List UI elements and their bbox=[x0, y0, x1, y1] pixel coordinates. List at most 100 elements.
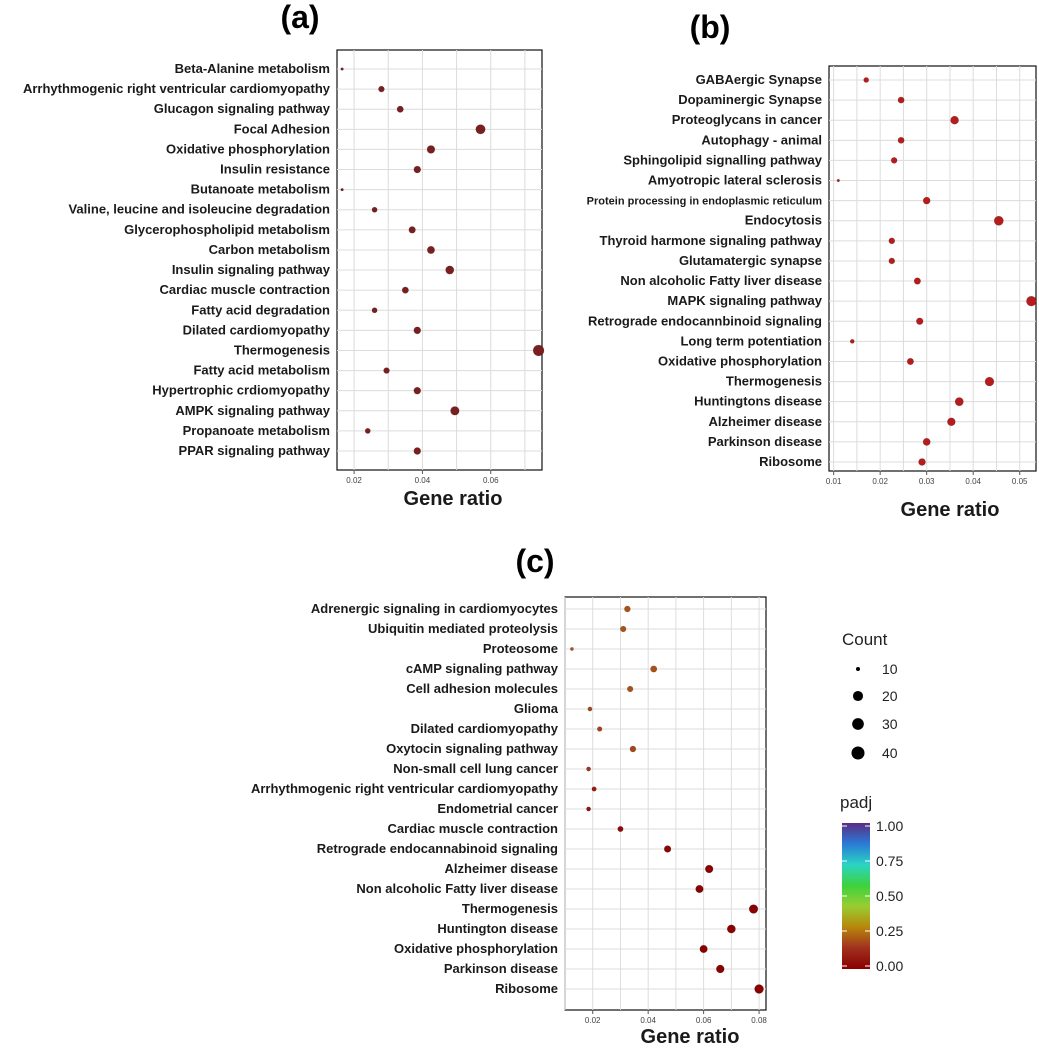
b-category-label: Non alcoholic Fatty liver disease bbox=[620, 273, 822, 288]
c-data-point bbox=[586, 766, 591, 772]
padj-tick-label: 0.75 bbox=[876, 853, 903, 869]
panel-b-gridlines bbox=[829, 66, 1036, 471]
b-data-point bbox=[916, 317, 924, 325]
a-category-label: Hypertrophic crdiomyopathy bbox=[152, 383, 330, 398]
c-x-tick-label: 0.02 bbox=[585, 1016, 601, 1025]
c-data-point bbox=[570, 647, 574, 651]
a-category-label: Oxidative phosphorylation bbox=[166, 141, 330, 156]
a-x-tick-label: 0.04 bbox=[415, 476, 431, 485]
panel-b-x-ticks: 0.01 0.02 0.03 0.04 0.05 bbox=[826, 471, 1028, 486]
panel-c-plot-frame bbox=[564, 596, 767, 1011]
padj-color-legend: padj 1.00 0.75 0.50 0.25 0.00 bbox=[840, 793, 903, 974]
c-data-point bbox=[715, 964, 725, 974]
b-category-label: Thermogenesis bbox=[726, 374, 822, 389]
a-category-label: Focal Adhesion bbox=[234, 121, 330, 136]
a-data-point bbox=[396, 105, 404, 113]
a-category-label: Glycerophospholipid metabolism bbox=[124, 222, 330, 237]
b-x-tick-label: 0.04 bbox=[965, 477, 981, 486]
c-category-label: Cardiac muscle contraction bbox=[388, 821, 559, 836]
b-data-point bbox=[984, 376, 995, 387]
panel-c-points bbox=[570, 605, 764, 994]
c-category-label: Non alcoholic Fatty liver disease bbox=[356, 881, 558, 896]
b-data-point bbox=[906, 357, 914, 366]
a-category-label: Fatty acid degradation bbox=[191, 302, 330, 317]
c-category-label: cAMP signaling pathway bbox=[406, 661, 559, 676]
count-legend-circle bbox=[852, 718, 864, 730]
b-data-point bbox=[888, 257, 896, 265]
b-data-point bbox=[947, 417, 956, 427]
c-data-point bbox=[596, 726, 603, 732]
c-data-point bbox=[704, 864, 714, 874]
b-category-label: Protein processing in endoplasmic reticu… bbox=[587, 196, 823, 208]
panel-b-category-labels: GABAergic Synapse Dopaminergic Synapse Pro… bbox=[587, 72, 823, 469]
b-category-label: Endocytosis bbox=[745, 213, 822, 228]
c-category-label: Cell adhesion molecules bbox=[406, 681, 558, 696]
c-data-point bbox=[650, 665, 658, 673]
c-data-point bbox=[591, 786, 597, 792]
b-category-label: Proteoglycans in cancer bbox=[672, 112, 822, 127]
b-category-label: Alzheimer disease bbox=[709, 414, 822, 429]
a-category-label: Carbon metabolism bbox=[209, 242, 330, 257]
a-data-point bbox=[340, 67, 344, 71]
b-data-point bbox=[918, 458, 926, 466]
c-data-point bbox=[626, 685, 634, 693]
a-category-label: Beta-Alanine metabolism bbox=[175, 61, 330, 76]
a-data-point bbox=[378, 85, 385, 93]
a-category-label: Propanoate metabolism bbox=[183, 423, 330, 438]
panel-a-title: (a) bbox=[280, 0, 319, 35]
a-category-label: Valine, leucine and isoleucine degradati… bbox=[68, 202, 330, 217]
a-data-point bbox=[450, 406, 460, 416]
c-category-label: Retrograde endocannabinoid signaling bbox=[317, 841, 558, 856]
a-x-tick-label: 0.02 bbox=[346, 476, 362, 485]
a-data-point bbox=[371, 206, 378, 213]
c-category-label: Adrenergic signaling in cardiomyocytes bbox=[311, 601, 558, 616]
b-data-point bbox=[849, 339, 855, 344]
b-data-point bbox=[954, 397, 964, 407]
a-x-tick-label: 0.06 bbox=[483, 476, 499, 485]
a-category-label: Arrhythmogenic right ventricular cardiom… bbox=[23, 81, 331, 96]
count-legend-title: Count bbox=[842, 630, 888, 649]
b-data-point bbox=[836, 178, 840, 183]
a-data-point bbox=[445, 265, 455, 275]
b-category-label: Long term potentiation bbox=[680, 333, 822, 348]
a-category-label: Cardiac muscle contraction bbox=[160, 282, 331, 297]
b-category-label: Parkinson disease bbox=[708, 434, 822, 449]
c-category-label: Huntington disease bbox=[437, 921, 558, 936]
c-data-point bbox=[663, 845, 672, 853]
panel-b-plot-frame bbox=[828, 65, 1037, 472]
c-category-label: Dilated cardiomyopathy bbox=[411, 721, 559, 736]
a-data-point bbox=[413, 165, 422, 174]
a-data-point bbox=[475, 124, 486, 135]
a-data-point bbox=[413, 447, 422, 455]
c-data-point bbox=[748, 904, 759, 914]
a-category-label: Insulin resistance bbox=[220, 162, 330, 177]
c-data-point bbox=[624, 605, 631, 613]
b-data-point bbox=[1026, 295, 1037, 307]
b-data-point bbox=[897, 136, 905, 144]
panel-c: (c) Adrenergic signaling in cardiomyocyt… bbox=[251, 543, 767, 1048]
c-category-label: Arrhythmogenic right ventricular cardiom… bbox=[251, 781, 559, 796]
panel-b-title: (b) bbox=[690, 9, 731, 45]
c-data-point bbox=[620, 625, 627, 633]
padj-legend-ticks: 1.00 0.75 0.50 0.25 0.00 bbox=[842, 818, 903, 974]
a-data-point bbox=[383, 367, 390, 374]
c-x-tick-label: 0.04 bbox=[640, 1016, 656, 1025]
a-data-point bbox=[426, 145, 436, 154]
b-category-label: Thyroid harmone signaling pathway bbox=[600, 233, 823, 248]
b-category-label: Huntingtons disease bbox=[694, 394, 822, 409]
b-data-point bbox=[922, 437, 931, 446]
b-data-point bbox=[922, 196, 931, 205]
b-data-point bbox=[993, 215, 1004, 226]
panel-c-x-ticks: 0.02 0.04 0.06 0.08 bbox=[585, 1010, 767, 1025]
c-data-point bbox=[754, 984, 764, 994]
b-data-point bbox=[950, 115, 959, 125]
count-legend-circle bbox=[851, 746, 865, 760]
a-category-label: Fatty acid metabolism bbox=[193, 363, 330, 378]
a-category-label: Dilated cardiomyopathy bbox=[183, 322, 331, 337]
count-legend-circle bbox=[856, 667, 860, 671]
a-data-point bbox=[408, 226, 416, 234]
b-category-label: Oxidative phosphorylation bbox=[658, 353, 822, 368]
panel-b-points bbox=[836, 77, 1037, 466]
c-category-label: Ubiquitin mediated proteolysis bbox=[368, 621, 558, 636]
count-legend-label: 30 bbox=[882, 716, 898, 732]
